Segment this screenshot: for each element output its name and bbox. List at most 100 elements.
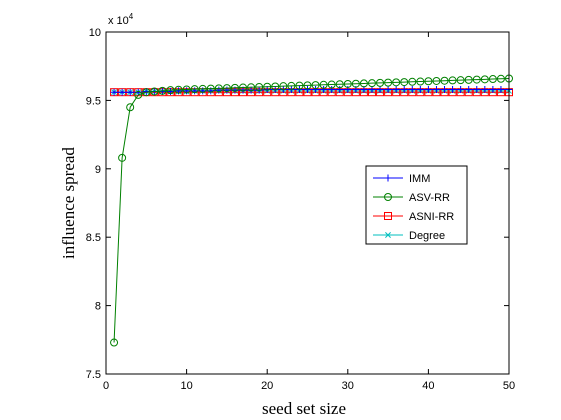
series-line-degree [114, 90, 509, 93]
data-point [408, 85, 416, 93]
legend-item-asni-rr: ASNI-RR [373, 211, 454, 223]
y-multiplier: x 104 [108, 12, 134, 27]
data-point [367, 79, 376, 88]
x-tick-label: 10 [180, 380, 192, 392]
legend-box [365, 165, 468, 245]
y-axis-label: influence spread [59, 147, 78, 259]
data-point [126, 103, 135, 112]
data-point [320, 85, 328, 93]
data-point [174, 85, 183, 94]
data-point [150, 87, 159, 96]
legend-marker [384, 174, 392, 182]
data-point [456, 76, 465, 85]
data-point [327, 80, 336, 89]
data-point [448, 76, 457, 85]
x-axis-label: seed set size [262, 399, 346, 418]
data-point [449, 85, 457, 93]
data-point [408, 77, 417, 86]
legend-label: ASV-RR [409, 192, 450, 204]
data-point [343, 79, 352, 88]
data-point [319, 80, 328, 89]
data-point [384, 78, 393, 87]
data-point [384, 85, 392, 93]
data-point [166, 86, 175, 95]
data-point [416, 77, 425, 86]
legend-item-degree: Degree [373, 230, 445, 242]
data-point [464, 75, 473, 84]
y-tick-label: 7.5 [86, 369, 101, 381]
data-point [392, 85, 400, 93]
data-point [376, 78, 385, 87]
data-point [279, 82, 288, 91]
data-point [335, 80, 344, 89]
data-point [336, 85, 344, 93]
data-point [432, 85, 440, 93]
legend-label: IMM [409, 173, 430, 185]
data-point [118, 88, 126, 96]
legend-item-asv-rr: ASV-RR [373, 192, 450, 204]
data-point [465, 85, 473, 93]
data-point [359, 79, 368, 88]
data-point [198, 84, 207, 93]
x-tick-label: 30 [342, 380, 354, 392]
data-point [481, 85, 489, 93]
series-layer [110, 74, 513, 347]
data-point [400, 78, 409, 87]
data-point [222, 84, 231, 93]
data-point [182, 85, 191, 94]
data-point [271, 82, 280, 91]
data-point [110, 88, 118, 96]
data-point [457, 85, 465, 93]
data-point [497, 85, 505, 93]
y-tick-label: 9.5 [86, 95, 101, 107]
data-point [190, 85, 199, 94]
data-point [263, 82, 272, 91]
legend-marker [384, 193, 392, 201]
data-point [488, 75, 497, 84]
data-point [118, 153, 127, 162]
data-point [303, 81, 312, 90]
data-point [416, 85, 424, 93]
data-point [328, 85, 336, 93]
data-point [496, 74, 505, 83]
legend: IMM ASV-RR ASNI-RR Degree [365, 165, 468, 245]
x-tick-label: 0 [103, 380, 109, 392]
data-point [134, 90, 143, 99]
data-point [142, 88, 151, 97]
ticks-layer: 0 10 20 30 40 50 7.5 8 8.5 9 9.5 10 [86, 27, 515, 392]
data-point [424, 77, 433, 86]
data-point [304, 85, 311, 93]
data-point [215, 86, 223, 94]
y-tick-label: 9 [95, 164, 101, 176]
data-point [432, 76, 441, 85]
data-point [247, 83, 256, 92]
y-tick-label: 8 [95, 301, 101, 313]
legend-marker [385, 232, 391, 238]
series-asv-rr [110, 74, 513, 347]
data-point [158, 86, 167, 95]
legend-marker [384, 212, 392, 220]
x-tick-label: 40 [422, 380, 434, 392]
data-point [392, 78, 401, 87]
data-point [480, 75, 489, 84]
data-point [255, 82, 264, 91]
data-point [472, 75, 481, 84]
data-point [126, 88, 134, 96]
data-point [295, 81, 304, 90]
data-point [351, 79, 360, 88]
series-line-asv-rr [113, 78, 510, 343]
data-point [376, 85, 384, 93]
data-point [230, 83, 239, 92]
data-point [441, 85, 449, 93]
data-point [214, 84, 223, 93]
y-multiplier-exp: 4 [129, 12, 134, 21]
data-point [489, 85, 497, 93]
y-multiplier-base: x 10 [108, 15, 129, 27]
data-point [110, 338, 119, 347]
data-point [311, 81, 320, 90]
y-tick-label: 8.5 [86, 232, 101, 244]
data-point [424, 85, 432, 93]
legend-label: ASNI-RR [409, 211, 454, 223]
data-point [206, 84, 215, 93]
